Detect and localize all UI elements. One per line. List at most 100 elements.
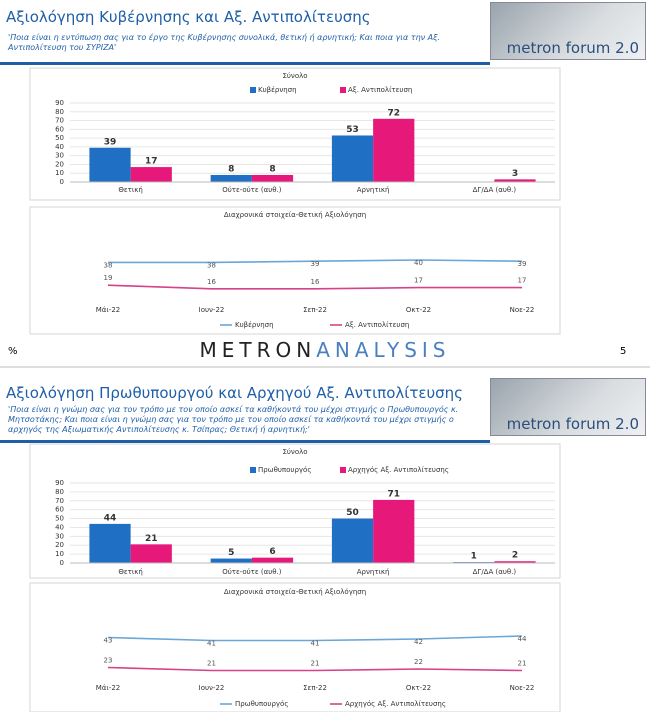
- value-label: 39: [518, 260, 527, 268]
- y-tick-label: 50: [55, 515, 64, 523]
- y-tick-label: 80: [55, 108, 64, 116]
- x-tick-label: Νοε-22: [510, 684, 535, 692]
- x-tick-label: Οκτ-22: [406, 306, 431, 314]
- bar: [210, 174, 252, 182]
- bar: [494, 179, 536, 182]
- line: [107, 635, 523, 642]
- value-label: 41: [207, 640, 216, 648]
- value-label: 22: [414, 658, 423, 666]
- value-label: 17: [145, 157, 158, 167]
- value-label: 6: [269, 547, 275, 557]
- slide-title: Αξιολόγηση Πρωθυπουργού και Αρχηγού Αξ. …: [6, 384, 463, 402]
- y-tick-label: 90: [55, 99, 64, 107]
- y-tick-label: 80: [55, 488, 64, 496]
- value-label: 21: [518, 660, 527, 668]
- value-label: 1: [471, 552, 477, 562]
- chart-title: Σύνολο: [282, 448, 307, 456]
- x-tick-label: Αρνητική: [357, 186, 390, 194]
- value-label: 42: [414, 638, 423, 646]
- value-label: 23: [104, 657, 113, 665]
- x-tick-label: Μάι-22: [96, 684, 120, 692]
- line: [108, 259, 523, 264]
- logo: metron forum 2.0: [490, 378, 646, 436]
- y-tick-label: 70: [55, 497, 64, 505]
- bar: [251, 557, 294, 563]
- y-tick-label: 90: [55, 479, 64, 487]
- y-tick-label: 20: [55, 160, 64, 168]
- chart-title: Διαχρονικά στοιχεία-Θετική Αξιολόγηση: [224, 588, 366, 596]
- value-label: 16: [207, 278, 216, 286]
- chart-panel: [29, 206, 561, 335]
- value-label: 39: [311, 260, 320, 268]
- x-tick-label: ΔΓ/ΔΑ (αυθ.): [473, 186, 517, 194]
- legend-swatch: [340, 87, 346, 93]
- bar: [373, 499, 415, 563]
- x-tick-label: Σεπ-22: [303, 684, 327, 692]
- value-label: 72: [387, 108, 400, 118]
- legend-swatch: [250, 87, 256, 93]
- value-label: 53: [346, 125, 359, 135]
- value-label: 2: [512, 551, 518, 561]
- y-tick-label: 60: [55, 125, 64, 133]
- header-band: [0, 62, 490, 65]
- value-label: 3: [512, 169, 518, 179]
- value-label: 21: [311, 660, 320, 668]
- value-label: 19: [104, 274, 113, 282]
- value-label: 44: [104, 513, 117, 523]
- bar: [210, 558, 252, 563]
- divider: [0, 366, 650, 368]
- legend-label: Κυβέρνηση: [235, 321, 274, 329]
- chart-title: Σύνολο: [282, 72, 307, 80]
- y-tick-label: 0: [60, 178, 64, 186]
- y-tick-label: 50: [55, 134, 64, 142]
- header-band: [0, 440, 490, 443]
- bar: [89, 523, 131, 563]
- y-tick-label: 40: [55, 143, 64, 151]
- slide-title: Αξιολόγηση Κυβέρνησης και Αξ. Αντιπολίτε…: [6, 8, 371, 26]
- value-label: 21: [145, 534, 158, 544]
- y-tick-label: 20: [55, 541, 64, 549]
- value-label: 43: [104, 637, 113, 645]
- value-label: 38: [104, 261, 113, 269]
- value-label: 17: [518, 277, 527, 285]
- value-label: 50: [346, 508, 359, 518]
- page-number: 5: [620, 346, 627, 357]
- brand: METRONANALYSIS: [0, 338, 650, 362]
- legend-label: Αρχηγός Αξ. Αντιπολίτευσης: [348, 466, 449, 474]
- value-label: 8: [269, 164, 275, 174]
- bar: [130, 167, 172, 182]
- bar: [251, 174, 294, 182]
- value-label: 44: [518, 635, 527, 643]
- slide-subtitle: 'Ποια είναι η γνώμη σας για τον τρόπο με…: [8, 405, 459, 434]
- y-tick-label: 60: [55, 506, 64, 514]
- x-tick-label: Σεπ-22: [303, 306, 327, 314]
- x-tick-label: Ιουν-22: [199, 306, 225, 314]
- chart-title: Διαχρονικά στοιχεία-Θετική Αξιολόγηση: [224, 211, 366, 219]
- x-tick-label: Θετική: [118, 186, 142, 194]
- value-label: 41: [311, 640, 320, 648]
- value-label: 71: [387, 489, 400, 499]
- value-label: 39: [104, 137, 117, 147]
- value-label: 17: [414, 277, 423, 285]
- bar: [373, 118, 415, 182]
- x-tick-label: Οκτ-22: [406, 684, 431, 692]
- value-label: 8: [228, 164, 234, 174]
- value-label: 5: [228, 548, 234, 558]
- x-tick-label: Νοε-22: [510, 306, 535, 314]
- legend-label: Πρωθυπουργός: [235, 700, 288, 708]
- value-label: 16: [311, 278, 320, 286]
- slide-subtitle: 'Ποια είναι η εντύπωση σας για το έργο τ…: [8, 33, 441, 52]
- y-tick-label: 10: [55, 169, 64, 177]
- x-tick-label: Ούτε-ούτε (αυθ.): [222, 568, 282, 576]
- y-tick-label: 30: [55, 152, 64, 160]
- y-tick-label: 0: [60, 559, 64, 567]
- bar: [89, 147, 131, 182]
- legend-label: Αρχηγός Αξ. Αντιπολίτευσης: [345, 700, 446, 708]
- y-tick-label: 70: [55, 117, 64, 125]
- legend-swatch: [340, 467, 346, 473]
- footer-left: %: [8, 346, 18, 357]
- value-label: 40: [414, 259, 423, 267]
- x-tick-label: ΔΓ/ΔΑ (αυθ.): [473, 568, 517, 576]
